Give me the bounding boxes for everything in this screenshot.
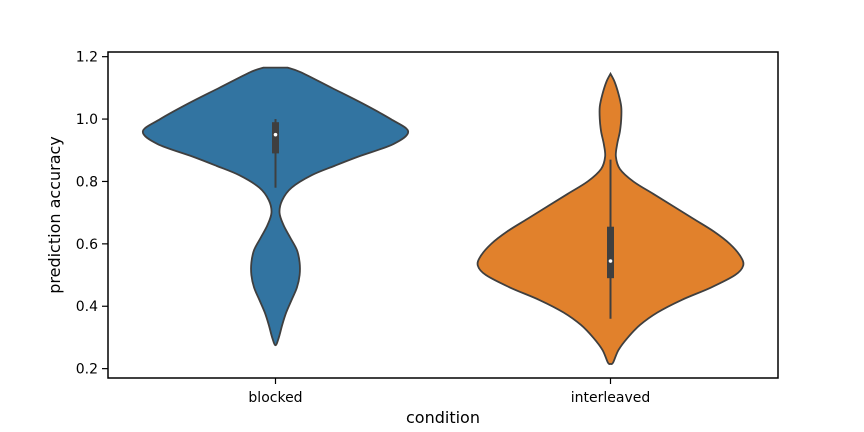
iqr-box-blocked [272, 122, 279, 154]
y-axis-label: prediction accuracy [45, 136, 64, 294]
median-marker-interleaved [608, 259, 613, 263]
plot-frame [107, 51, 779, 379]
violin-layer [141, 66, 745, 365]
box-layer [272, 119, 614, 319]
y-axis: 0.2 0.4 0.6 0.8 1.0 1.2 [76, 50, 108, 378]
violin-blocked [141, 66, 410, 347]
y-tick-label: 0.8 [76, 174, 98, 190]
x-tick-label-blocked: blocked [248, 390, 302, 406]
x-axis-label: condition [406, 408, 480, 427]
iqr-box-interleaved [607, 226, 614, 279]
y-tick-label: 0.2 [76, 362, 98, 378]
y-tick-label: 1.0 [76, 112, 98, 128]
y-tick-label: 0.4 [76, 299, 98, 315]
median-marker-blocked [273, 132, 278, 137]
y-tick-label: 0.6 [76, 237, 98, 253]
y-tick-label: 1.2 [76, 50, 98, 66]
x-axis: blocked interleaved [248, 378, 650, 406]
x-tick-label-interleaved: interleaved [571, 390, 651, 406]
